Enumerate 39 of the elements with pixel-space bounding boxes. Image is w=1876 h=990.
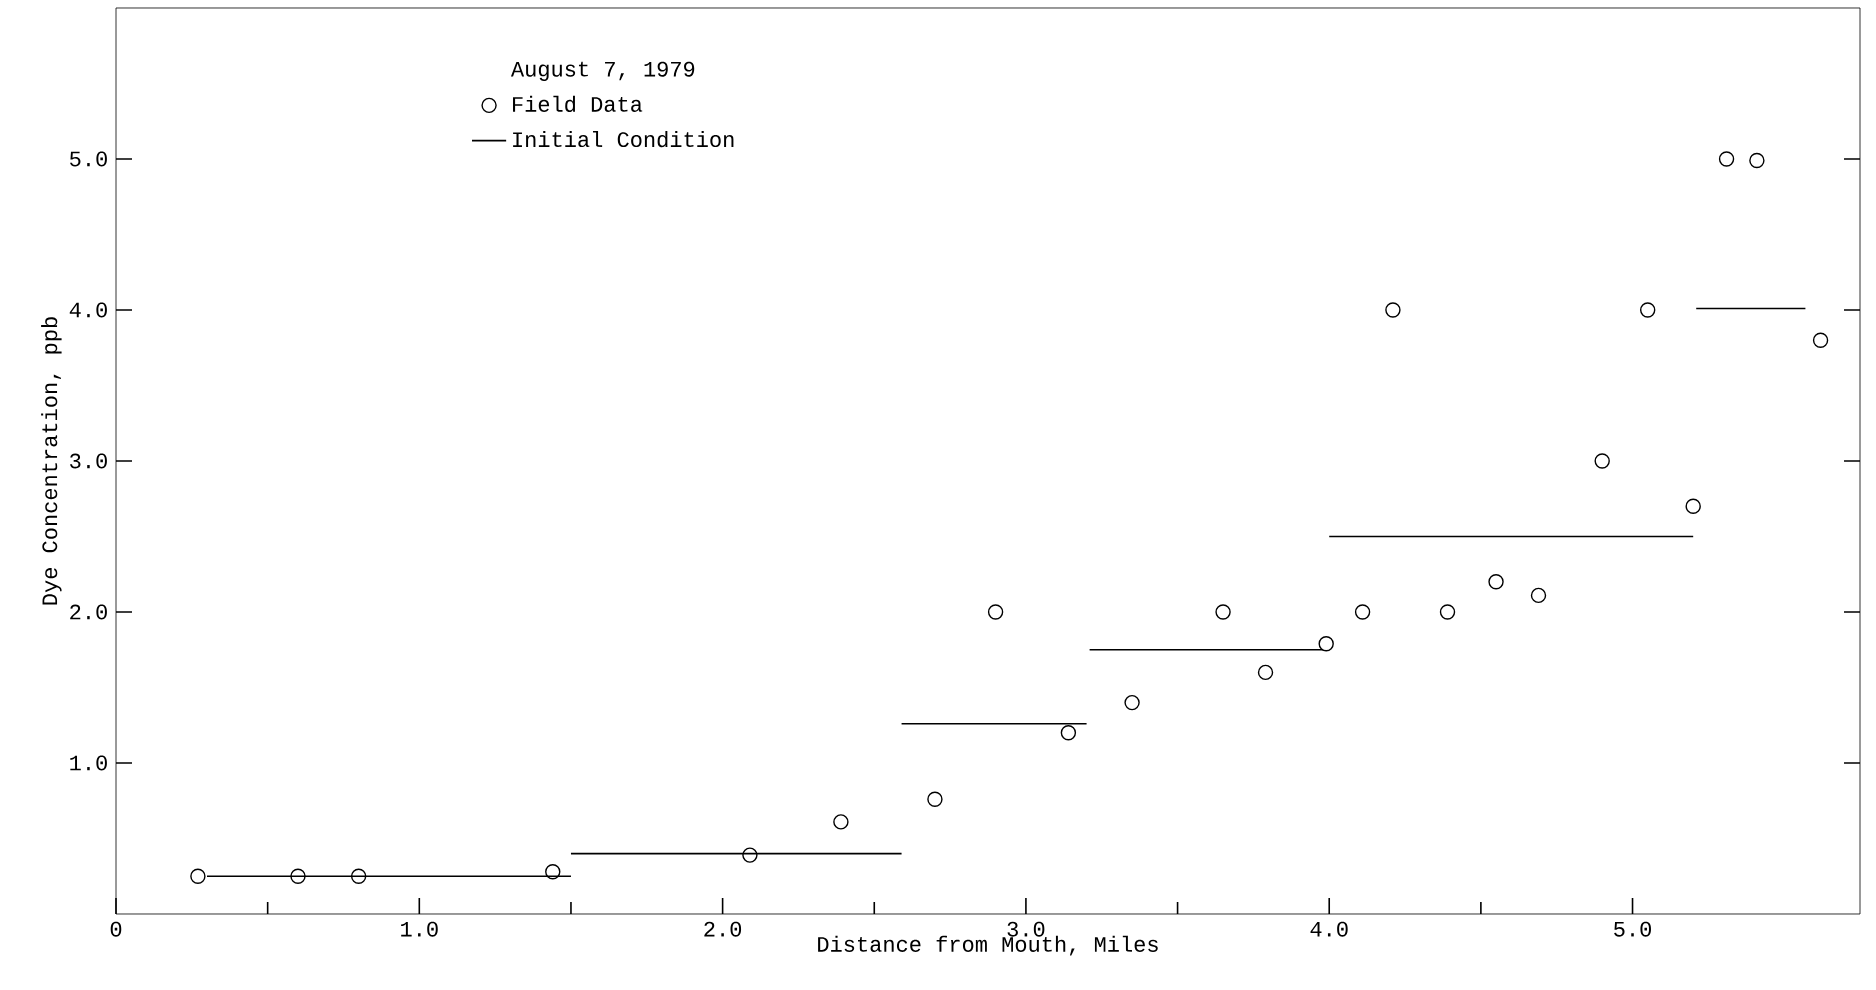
y-tick-label: 4.0 (69, 302, 107, 318)
point (1060, 725, 1077, 741)
y-axis-title: Dye Concentration, ppb (41, 317, 62, 605)
y-tick-label: 5.0 (70, 151, 107, 167)
point (1594, 453, 1610, 469)
point (742, 847, 758, 863)
point (1812, 332, 1829, 348)
point (1749, 152, 1765, 169)
point (545, 864, 561, 880)
point (1718, 151, 1735, 167)
point (833, 814, 849, 830)
point (1318, 636, 1334, 652)
point (1530, 587, 1547, 604)
y-tick-label: 2.0 (70, 604, 107, 620)
point (350, 868, 367, 884)
point (1385, 302, 1401, 318)
x-tick-label: 2.0 (704, 921, 742, 937)
point (1257, 664, 1274, 681)
legend-label: Field Data (513, 95, 643, 112)
x-tick-label: 3.0 (1007, 921, 1045, 937)
point (927, 791, 943, 807)
point (1215, 604, 1231, 620)
point (1685, 498, 1701, 514)
x-tick-label: 5.0 (1614, 921, 1651, 937)
legend-title: August 7, 1979 (510, 61, 695, 81)
x-tick-label: 1.0 (401, 921, 438, 937)
x-tick-label: 4.0 (1310, 921, 1348, 937)
x-tick-label: 0 (110, 921, 122, 937)
point (1439, 604, 1456, 620)
legend-label: Initial Condition (513, 130, 734, 148)
point (1639, 302, 1656, 318)
point (987, 604, 1004, 620)
point (290, 868, 306, 884)
point (1124, 694, 1140, 711)
x-axis-title: Distance from Mouth, Miles (818, 935, 1158, 956)
point (1488, 574, 1504, 590)
y-tick-label: 1.0 (70, 755, 107, 771)
y-tick-label: 3.0 (70, 453, 107, 469)
point (1354, 604, 1371, 620)
